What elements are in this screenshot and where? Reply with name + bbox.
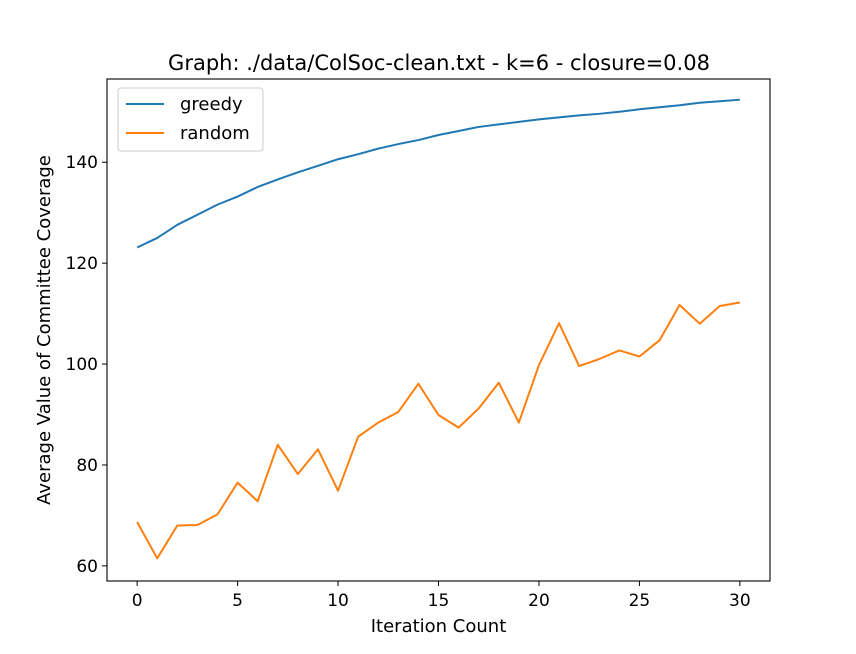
ticks-layer: 0 5 10 15 20 25 30 60 80 100 120 140 (66, 153, 751, 611)
x-axis-label: Iteration Count (371, 616, 507, 637)
y-axis-label: Average Value of Committee Coverage (34, 155, 55, 505)
x-tick-label: 15 (428, 591, 450, 611)
legend-label-random: random (180, 123, 250, 144)
y-tick-label: 100 (66, 355, 98, 375)
chart-title: Graph: ./data/ColSoc-clean.txt - k=6 - c… (168, 51, 710, 75)
legend-label-greedy: greedy (180, 94, 243, 115)
x-tick-label: 20 (528, 591, 550, 611)
series-line-random (136, 301, 741, 560)
y-tick-label: 80 (76, 456, 98, 476)
x-tick-label: 5 (232, 591, 243, 611)
x-tick-label: 30 (729, 591, 751, 611)
series-layer (136, 98, 741, 560)
legend: greedy random (117, 87, 264, 152)
x-tick-label: 10 (327, 591, 349, 611)
x-tick-label: 25 (629, 591, 651, 611)
series-line-greedy (136, 98, 740, 249)
y-tick-label: 140 (66, 153, 98, 173)
y-tick-label: 60 (76, 557, 98, 577)
x-tick-label: 0 (132, 591, 143, 611)
y-tick-label: 120 (66, 254, 98, 274)
